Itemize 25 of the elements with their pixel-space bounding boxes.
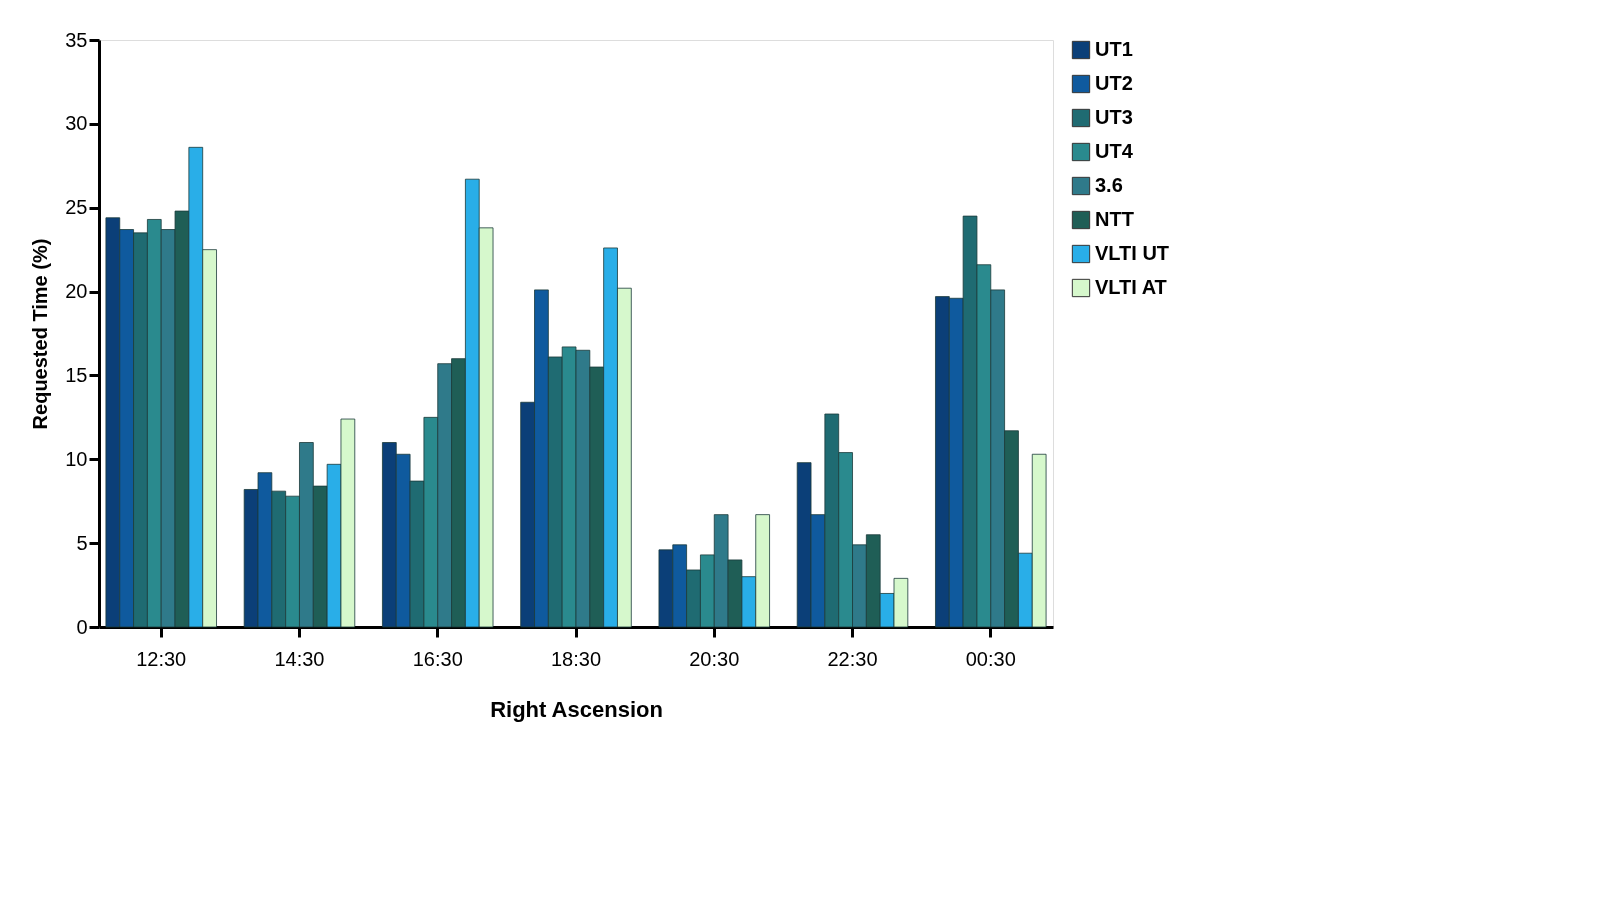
x-tick-label: 12:30 [136, 647, 187, 670]
y-tick-label: 10 [65, 447, 88, 470]
legend-label: UT1 [1095, 38, 1133, 60]
y-tick-label: 15 [65, 363, 88, 386]
legend-label: UT3 [1095, 106, 1133, 128]
legend-label: UT2 [1095, 72, 1133, 94]
y-tick-label: 5 [76, 531, 88, 554]
y-tick-label: 0 [76, 615, 88, 638]
legend-label: NTT [1095, 208, 1134, 230]
y-tick-label: 30 [65, 112, 88, 135]
y-tick-label: 25 [65, 196, 88, 219]
legend-label: UT4 [1095, 140, 1134, 162]
x-tick-label: 18:30 [550, 647, 602, 670]
legend-label: VLTI UT [1095, 242, 1170, 264]
y-axis-title: Requested Time (%) [29, 238, 52, 430]
legend-label: VLTI AT [1095, 276, 1167, 298]
x-tick-label: 00:30 [965, 647, 1016, 670]
y-tick-label: 20 [65, 280, 88, 303]
legend-label: 3.6 [1095, 174, 1123, 196]
x-tick-label: 22:30 [827, 647, 878, 670]
x-axis-title: Right Ascension [490, 696, 663, 722]
x-tick-label: 16:30 [412, 647, 463, 670]
x-tick-label: 14:30 [274, 647, 325, 670]
y-tick-label: 35 [65, 28, 88, 51]
x-tick-label: 20:30 [689, 647, 740, 670]
